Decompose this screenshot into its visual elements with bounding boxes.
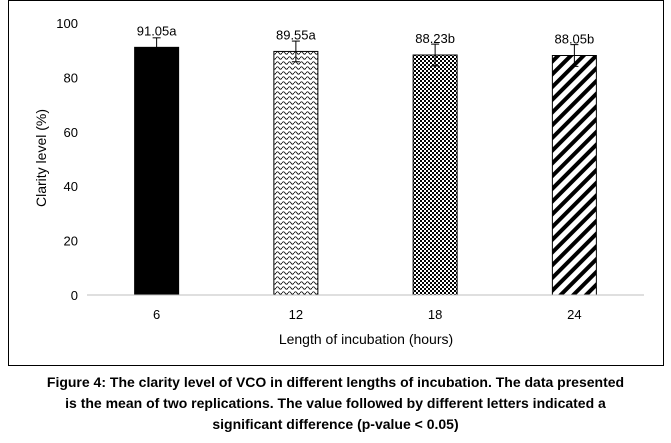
y-tick-label: 80 — [64, 70, 78, 85]
y-tick-label: 60 — [64, 125, 78, 140]
data-label: 89.55a — [276, 27, 317, 42]
y-tick-label: 0 — [71, 288, 78, 303]
x-tick-label: 6 — [153, 307, 160, 322]
error-bar — [291, 40, 300, 63]
data-label: 88.23b — [415, 31, 455, 46]
bar — [273, 50, 319, 296]
x-axis-label: Length of incubation (hours) — [279, 331, 453, 347]
data-label: 88.05b — [554, 32, 594, 47]
y-axis: 0 20 40 60 80 100 — [56, 16, 78, 303]
error-bars-group — [152, 37, 579, 67]
caption-line-1: Figure 4: The clarity level of VCO in di… — [46, 374, 625, 390]
bars-group — [134, 46, 597, 296]
bar — [551, 55, 597, 296]
y-tick-label: 20 — [64, 234, 78, 249]
caption-line-3: significant difference (p-value < 0.05) — [212, 416, 459, 432]
data-labels-group: 91.05a 89.55a 88.23b 88.05b — [137, 23, 595, 46]
x-tick-label: 24 — [567, 307, 581, 322]
y-axis-label: Clarity level (%) — [33, 109, 49, 207]
error-bar — [152, 37, 161, 58]
figure-caption: Figure 4: The clarity level of VCO in di… — [0, 372, 671, 435]
error-bar — [570, 44, 579, 67]
y-tick-label: 40 — [64, 179, 78, 194]
caption-line-2: is the mean of two replications. The val… — [65, 395, 606, 411]
bar-chart: Clarity level (%) 0 20 40 60 80 100 91.05a 89.… — [33, 16, 644, 347]
data-label: 91.05a — [137, 23, 178, 38]
bar — [412, 54, 458, 296]
x-axis: 6 12 18 24 — [153, 307, 582, 322]
x-tick-label: 18 — [428, 307, 442, 322]
error-bar — [431, 43, 440, 67]
bar — [134, 46, 180, 296]
x-tick-label: 12 — [289, 307, 303, 322]
y-tick-label: 100 — [56, 16, 78, 31]
